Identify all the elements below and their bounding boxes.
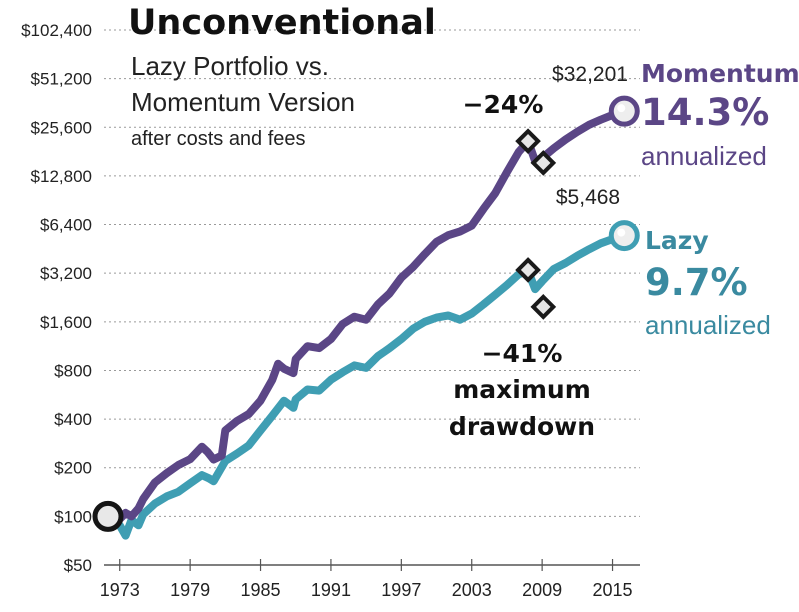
x-tick-label: 1973 (100, 580, 140, 600)
y-axis-tick-labels: $102,400 $51,200 $25,600 $12,800 $6,400 $3,20… (21, 21, 92, 575)
y-tick-label: $100 (54, 507, 92, 526)
momentum-end-marker (608, 95, 640, 127)
chart-subtitle-line-2: Momentum Version (131, 87, 355, 117)
x-tick-label: 2003 (452, 580, 492, 600)
lazy-drawdown-label-line-1: −41% (482, 339, 563, 368)
lazy-end-marker-highlight (617, 228, 626, 237)
lazy-annualized-note: annualized (645, 310, 771, 340)
y-tick-label: $102,400 (21, 21, 92, 40)
x-tick-label: 1979 (170, 580, 210, 600)
y-tick-label: $800 (54, 361, 92, 380)
chart-subtitle-line-3: after costs and fees (131, 128, 306, 150)
x-tick-label: 2015 (593, 580, 633, 600)
momentum-annualized-note: annualized (641, 141, 767, 171)
series-lines (104, 107, 629, 540)
lazy-end-marker (608, 220, 640, 252)
momentum-drawdown-label: −24% (463, 90, 544, 119)
lazy-drawdown-trough-marker (530, 294, 557, 320)
momentum-end-value-label: $32,201 (552, 63, 628, 86)
y-tick-label: $12,800 (31, 167, 92, 186)
endpoint-markers (92, 95, 640, 532)
lazy-drawdown-peak-marker (515, 257, 541, 283)
lazy-end-value-label: $5,468 (556, 186, 620, 209)
momentum-annual-rate: 14.3% (641, 91, 769, 134)
y-tick-label: $200 (54, 459, 92, 478)
y-tick-label: $1,600 (40, 313, 92, 332)
lazy-drawdown-label-line-2: maximum (453, 375, 591, 404)
lazy-series-name: Lazy (645, 226, 709, 255)
lazy-series-line (104, 231, 629, 540)
x-tick-label: 1985 (241, 580, 281, 600)
lazy-drawdown-label-line-3: drawdown (449, 412, 595, 441)
chart-subtitle-line-1: Lazy Portfolio vs. (131, 51, 329, 81)
start-point-marker (92, 500, 124, 532)
lazy-annual-rate: 9.7% (645, 261, 748, 304)
y-tick-label: $6,400 (40, 216, 92, 235)
chart-title: Unconventional (128, 3, 436, 43)
x-tick-label: 2009 (522, 580, 562, 600)
x-tick-label: 1997 (381, 580, 421, 600)
y-tick-label: $25,600 (31, 118, 92, 137)
drawdown-markers (515, 128, 557, 320)
momentum-series-line (104, 107, 629, 524)
y-tick-label: $51,200 (31, 70, 92, 89)
momentum-series-name: Momentum (641, 59, 799, 88)
y-tick-label: $400 (54, 410, 92, 429)
x-tick-label: 1991 (311, 580, 351, 600)
momentum-end-marker-highlight (617, 104, 626, 113)
momentum-drawdown-peak-marker (515, 128, 541, 154)
momentum-drawdown-trough-marker (530, 150, 557, 176)
y-tick-label: $50 (64, 556, 92, 575)
y-tick-label: $3,200 (40, 264, 92, 283)
